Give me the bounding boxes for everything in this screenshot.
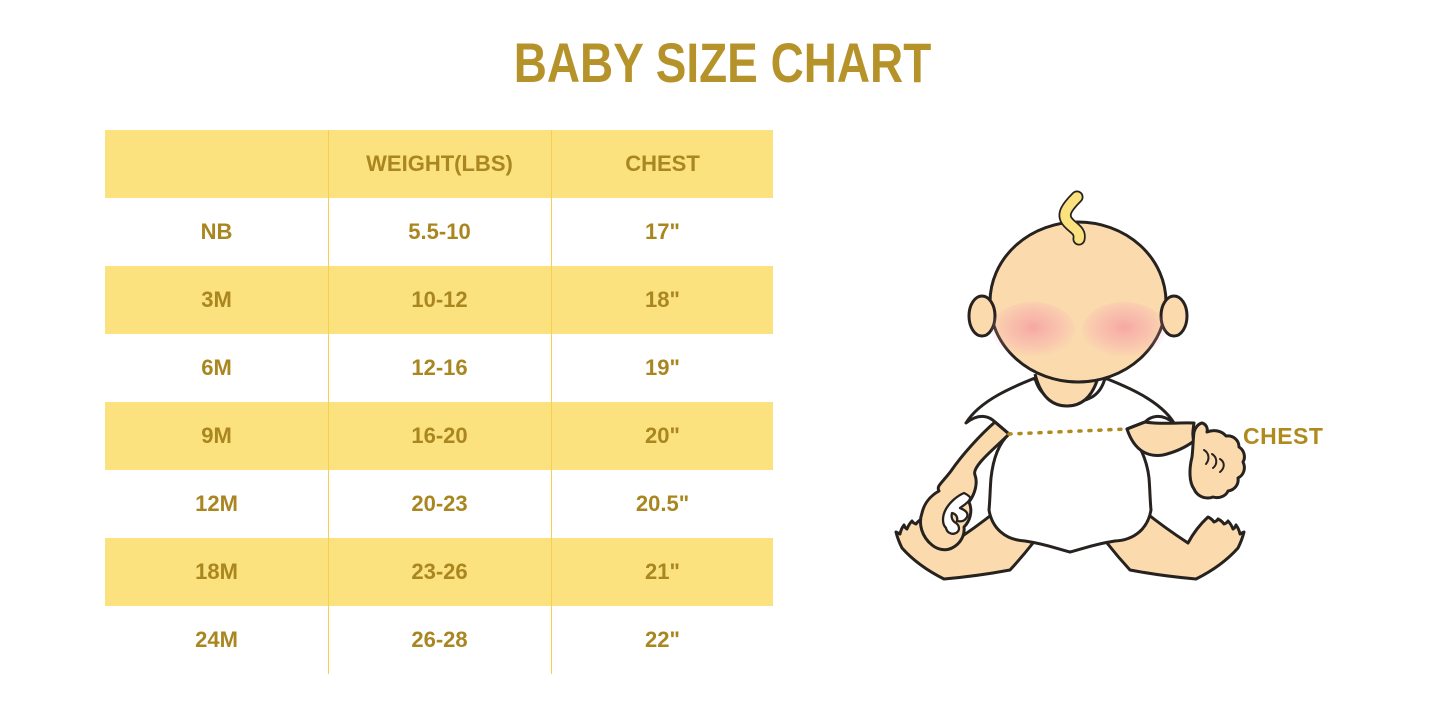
svg-text:CHEST: CHEST: [1243, 423, 1323, 449]
